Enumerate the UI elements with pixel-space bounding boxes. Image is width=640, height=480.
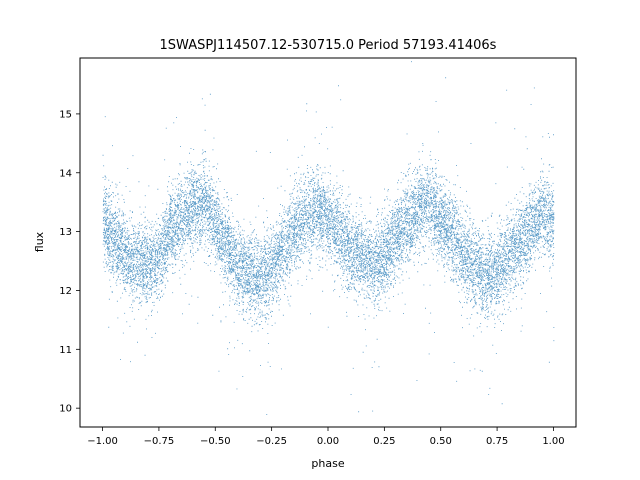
x-axis-label: phase (311, 457, 344, 470)
x-tick-label: −0.75 (144, 436, 175, 447)
x-tick-label: −1.00 (87, 436, 118, 447)
y-tick-label: 13 (59, 227, 72, 238)
chart-title: 1SWASPJ114507.12-530715.0 Period 57193.4… (160, 38, 497, 53)
y-tick-label: 12 (59, 286, 72, 297)
y-tick-label: 15 (59, 109, 72, 120)
x-tick-label: 0.25 (373, 436, 395, 447)
y-axis-label: flux (33, 231, 46, 252)
x-tick-label: 0.00 (317, 436, 339, 447)
y-tick-label: 14 (59, 168, 72, 179)
y-tick-label: 10 (59, 404, 72, 415)
x-tick-label: 0.50 (430, 436, 452, 447)
y-axis: 10 11 12 13 14 15 (59, 109, 80, 415)
x-tick-label: −0.50 (200, 436, 231, 447)
x-axis: −1.00 −0.75 −0.50 −0.25 0.00 0.25 0.50 0.75 1.00 (87, 427, 565, 447)
x-tick-label: 1.00 (542, 436, 564, 447)
x-tick-label: −0.25 (256, 436, 287, 447)
x-tick-label: 0.75 (486, 436, 508, 447)
y-tick-label: 11 (59, 345, 72, 356)
